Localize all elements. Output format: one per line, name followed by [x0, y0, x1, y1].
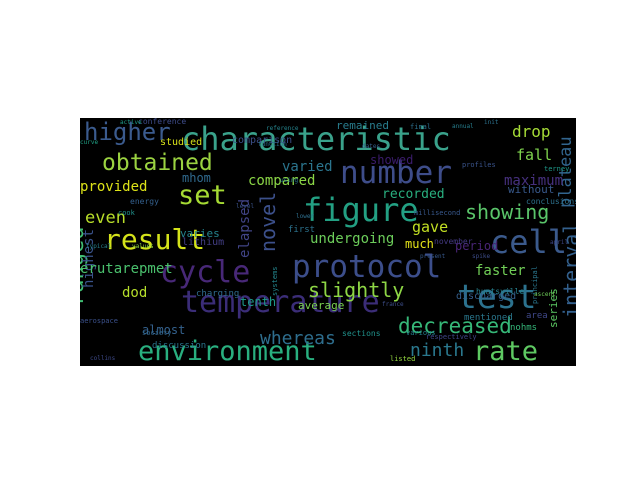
word: principal	[532, 266, 539, 304]
word: aerospace	[80, 318, 118, 325]
word: drop	[512, 124, 551, 140]
word: annual	[452, 124, 474, 130]
word: novel	[258, 192, 278, 252]
word: without	[508, 184, 554, 195]
word: society	[142, 330, 172, 337]
word: interval	[561, 222, 576, 318]
word: level	[236, 204, 254, 210]
word: november	[434, 238, 473, 246]
word: values	[132, 244, 154, 250]
word: gave	[412, 220, 448, 235]
word-cloud: characteristic higher obtained set numbe…	[80, 118, 576, 366]
word: studied	[160, 138, 202, 148]
word: mentioned	[464, 314, 513, 323]
word: ascent	[534, 292, 556, 298]
word: mhom	[182, 172, 211, 184]
word: showed	[370, 154, 413, 166]
word: varied	[282, 160, 333, 174]
word: listed	[390, 356, 415, 363]
word: spike	[472, 254, 490, 260]
word: cook	[118, 210, 135, 217]
word: typical	[86, 244, 111, 250]
word: undergoing	[310, 232, 394, 246]
word: systems	[272, 266, 279, 296]
word: faster	[475, 264, 526, 278]
word: conclusions	[526, 198, 576, 206]
word: huntsville	[476, 288, 524, 296]
word: area	[526, 312, 548, 321]
word: set	[178, 182, 227, 209]
word: final	[410, 124, 431, 131]
word: remained	[336, 120, 389, 131]
word: conference	[138, 118, 186, 126]
word: april	[550, 240, 568, 246]
word: init	[484, 120, 498, 126]
word: whereas	[260, 330, 336, 348]
word: respectively	[426, 334, 477, 341]
word: cycle	[160, 258, 250, 288]
word: lithium	[182, 238, 224, 248]
word: erutarepmet	[80, 262, 173, 276]
word: profiles	[462, 162, 496, 169]
word: collins	[90, 356, 115, 362]
word: average	[298, 300, 344, 311]
word: active	[120, 120, 142, 126]
word: france	[382, 302, 404, 308]
word: fall	[516, 148, 552, 163]
word: present	[420, 254, 445, 260]
word: dates	[362, 144, 380, 150]
word: recorded	[382, 188, 445, 201]
word: curve	[80, 140, 98, 146]
word: sections	[342, 330, 381, 338]
word: highest	[82, 229, 96, 288]
word: tenth	[240, 296, 276, 308]
word: lower	[296, 214, 314, 220]
word: energy	[130, 198, 159, 206]
word: slightly	[308, 280, 404, 300]
word: using	[280, 178, 298, 184]
word: first	[288, 226, 315, 235]
word: millisecond	[414, 210, 460, 217]
word: function	[258, 142, 287, 148]
word: rate	[473, 338, 538, 365]
word: much	[405, 238, 434, 250]
word: charging	[196, 290, 239, 299]
word: nohms	[510, 324, 537, 333]
word: reference	[266, 126, 299, 132]
word: provided	[80, 180, 147, 194]
word: terney	[544, 166, 569, 173]
word: ninth	[410, 342, 464, 360]
word: dod	[122, 286, 147, 300]
word: discussion	[152, 342, 206, 351]
